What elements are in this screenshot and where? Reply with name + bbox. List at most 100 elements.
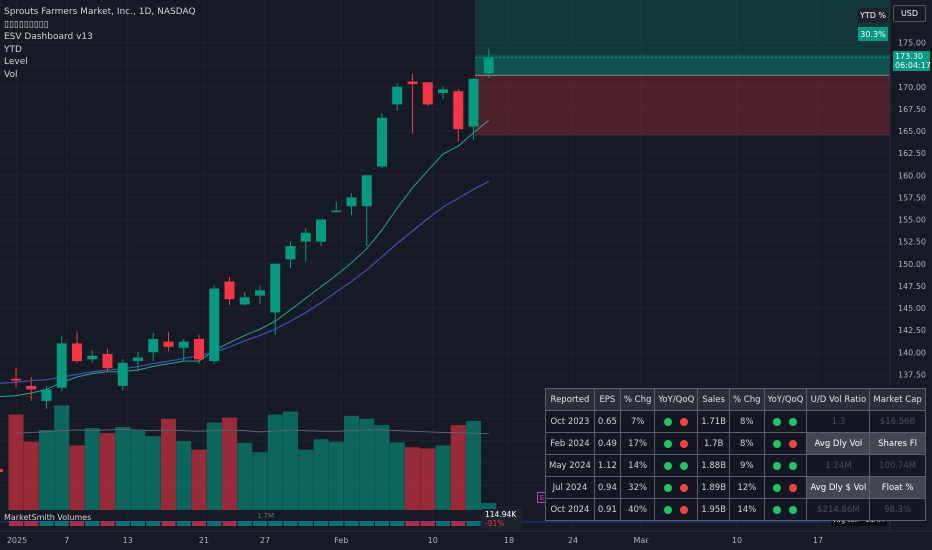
eps-yoy-qoq-cell [654, 454, 699, 477]
volume-strip-bar [222, 521, 237, 526]
table-row: May 2024 1.12 14% 1.88B 9% 1.24M 100.74M [545, 454, 926, 477]
volume-bar [435, 445, 451, 510]
volume-bar [466, 420, 481, 510]
status-dot-green [773, 439, 782, 448]
bar-countdown: 06:04:17 [895, 61, 931, 70]
candle-body [300, 232, 311, 242]
candle-body [331, 210, 342, 213]
volume-bar [115, 426, 131, 510]
candle-body [87, 355, 98, 360]
col-sales: Sales [697, 388, 731, 411]
ytd-upper-zone [475, 0, 890, 55]
volume-bar [176, 441, 192, 510]
currency-button[interactable]: USD [893, 5, 926, 22]
indicator-vol[interactable]: Vol [4, 69, 18, 80]
indicator-ytd[interactable]: YTD [4, 44, 22, 55]
candle-body [438, 89, 448, 93]
col-sales-yoy-qoq: YoY/QoQ [763, 388, 808, 411]
ema-long-line [0, 180, 490, 384]
volume-strip-bar [207, 521, 222, 526]
table-row: Feb 2024 0.49 17% 1.7B 8% Avg Dly Vol Shares F… [545, 432, 926, 455]
last-volume-change: -91% [485, 519, 505, 528]
volume-bar [252, 452, 268, 510]
side-metric-cell-2: Shares Fl [869, 432, 926, 455]
volume-bar [389, 442, 405, 510]
ytd-current-zone [475, 54, 890, 76]
candle-body [407, 81, 418, 85]
side-metric-cell: Avg Dly $ Vol [806, 476, 871, 499]
indicator-esv-dashboard[interactable]: ESV Dashboard v13 [4, 32, 93, 42]
indicator-level[interactable]: Level [4, 57, 28, 67]
col-sales-chg: % Chg [729, 388, 765, 411]
candle-body [194, 338, 204, 360]
status-dot-red [789, 483, 798, 492]
ema-short-line [0, 119, 490, 397]
x-tick-label: Feb [334, 536, 348, 545]
y-tick-label: 155.00 [898, 216, 926, 225]
volume-strip-bar [237, 521, 252, 526]
x-tick-label: 2025 [7, 536, 27, 545]
status-dot-green [664, 417, 673, 426]
sales-yoy-qoq-cell [763, 476, 808, 499]
volume-strip-bar [298, 521, 313, 526]
volume-bar [328, 441, 344, 510]
volume-strip-bar [390, 521, 405, 526]
ytd-zones [475, 0, 890, 136]
y-tick-label: 140.00 [898, 348, 926, 357]
candle-body [346, 197, 357, 207]
sales-change-cell: 8% [729, 410, 765, 433]
table-row: Oct 2024 0.91 40% 1.95B 14% $214.86M 98.3% [545, 498, 926, 521]
sales-cell: 1.71B [697, 410, 731, 433]
volume-indicator-label[interactable]: MarketSmith Volumes [4, 513, 92, 522]
ytd-lower-zone [475, 75, 890, 136]
side-metric-cell-2: 100.74M [869, 454, 926, 477]
symbol-title[interactable]: Sprouts Farmers Market, Inc., 1D, NASDAQ [4, 7, 196, 17]
volume-strip-bar [405, 521, 420, 526]
status-dot-green [789, 505, 798, 514]
sales-cell: 1.88B [697, 454, 731, 477]
volume-strip-bar [329, 521, 344, 526]
x-tick-label: 10 [428, 536, 438, 545]
eps-cell: 0.49 [593, 432, 621, 455]
volume-strip-bar [375, 521, 389, 526]
side-metric-cell: Avg Dly Vol [806, 432, 871, 455]
volume-bar [23, 441, 39, 510]
eps-cell: 0.91 [593, 498, 621, 521]
candle-body [468, 78, 479, 127]
candle-body [422, 82, 433, 105]
volume-bar [481, 502, 497, 510]
volume-bars [0, 405, 890, 526]
col-reported: Reported [545, 388, 595, 411]
candle-body [56, 343, 67, 388]
moving-averages [0, 119, 490, 397]
y-tick-label: 145.00 [898, 304, 926, 313]
eps-yoy-qoq-cell [654, 476, 699, 499]
eps-cell: 1.12 [593, 454, 621, 477]
candlesticks [0, 48, 494, 473]
status-dot-green [664, 439, 673, 448]
volume-strip-bar [344, 521, 359, 526]
candle-body [224, 281, 235, 300]
candle-body [178, 341, 189, 348]
candle-body [163, 341, 174, 347]
status-dot-red [789, 439, 798, 448]
x-tick-label: 18 [504, 536, 514, 545]
volume-bar [298, 449, 314, 510]
eps-yoy-qoq-cell [654, 498, 699, 521]
reported-cell: Jul 2024 [545, 476, 595, 499]
volume-strip-bar [115, 521, 130, 526]
volume-strip-bar [54, 521, 69, 526]
volume-ma-label: 1.7M [257, 512, 274, 520]
candle-body [377, 117, 387, 167]
y-tick-label: 147.50 [898, 282, 926, 291]
y-tick-label: 162.50 [898, 149, 926, 158]
candle-body [361, 175, 372, 207]
y-tick-label: 170.00 [898, 83, 926, 92]
volume-strip-bar [24, 521, 39, 526]
eps-change-cell: 7% [619, 410, 656, 433]
volume-bar [450, 425, 466, 510]
eps-change-cell: 17% [619, 432, 656, 455]
ytd-percent-label: YTD % [858, 8, 888, 23]
legend-glyphs: ▯▯▯▯▯▯▯▯▯ [4, 19, 49, 30]
